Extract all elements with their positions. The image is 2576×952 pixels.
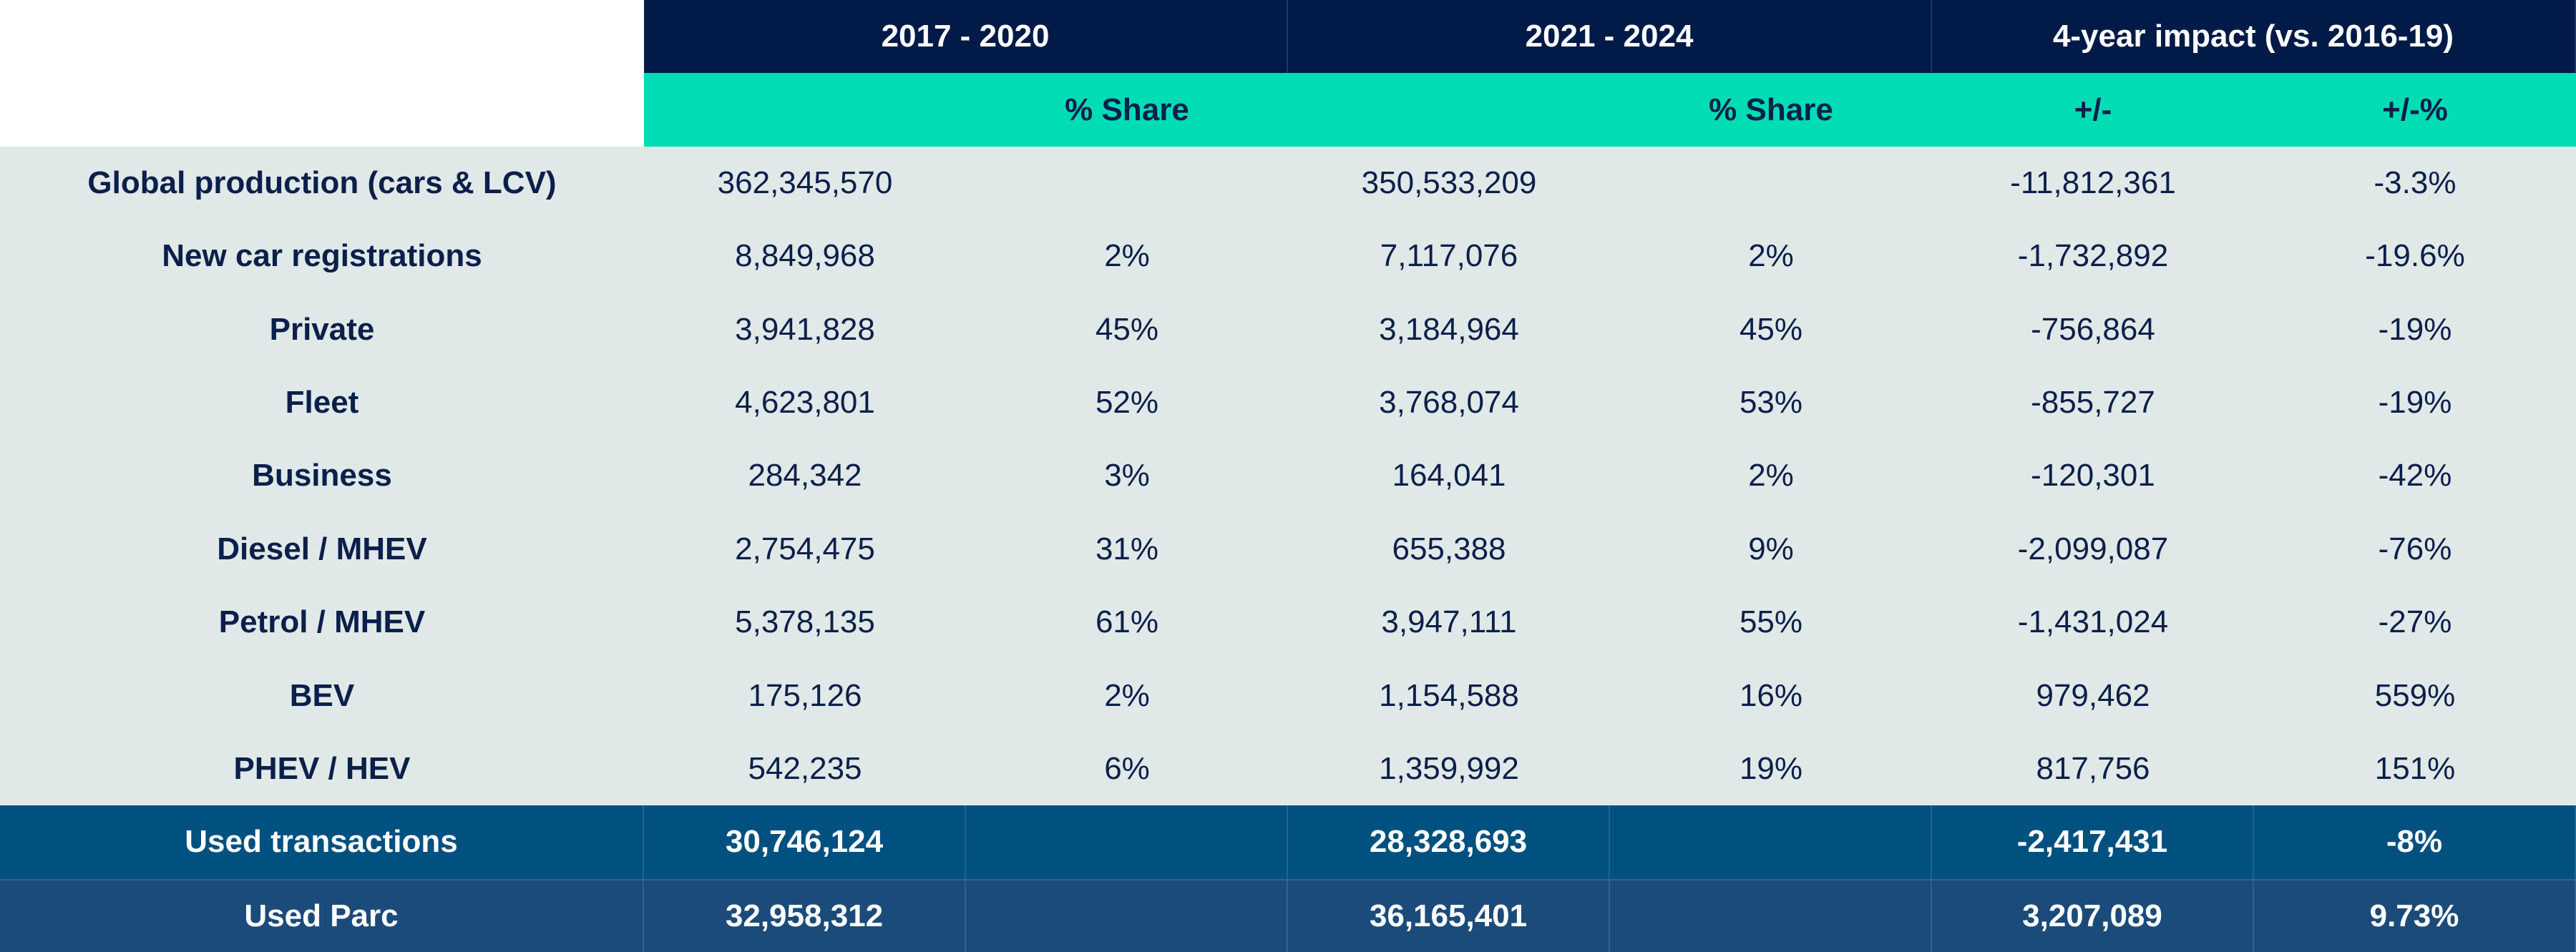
subheader [1288, 73, 1610, 147]
header-group: 2021 - 2024 [1288, 0, 1932, 74]
cell: -27% [2254, 586, 2576, 659]
cell: 559% [2254, 659, 2576, 732]
row-label: Private [0, 293, 644, 366]
cell [1610, 805, 1932, 879]
cell: 2% [1610, 220, 1932, 293]
cell: -19% [2254, 365, 2576, 440]
cell: -3.3% [2254, 146, 2576, 220]
cell: 30,746,124 [644, 805, 966, 879]
cell: 2% [966, 659, 1288, 732]
cell: -1,732,892 [1932, 220, 2254, 293]
cell: 9.73% [2254, 878, 2576, 952]
cell: 284,342 [644, 439, 966, 513]
cell: 7,117,076 [1288, 220, 1610, 293]
corner [0, 0, 644, 147]
cell: 31% [966, 512, 1288, 586]
cell: 3,184,964 [1288, 293, 1610, 366]
cell: 3,947,111 [1288, 586, 1610, 659]
row-label: Global production (cars & LCV) [0, 146, 644, 220]
row-label: BEV [0, 659, 644, 732]
cell: 36,165,401 [1288, 878, 1610, 952]
cell: 45% [966, 293, 1288, 366]
cell: 2% [1610, 439, 1932, 513]
cell: 6% [966, 732, 1288, 806]
cell: -2,099,087 [1932, 512, 2254, 586]
cell: 175,126 [644, 659, 966, 732]
cell: 164,041 [1288, 439, 1610, 513]
row-label: Petrol / MHEV [0, 586, 644, 659]
subheader: +/- [1932, 73, 2254, 147]
row-label: PHEV / HEV [0, 732, 644, 806]
cell [966, 878, 1288, 952]
cell: -42% [2254, 439, 2576, 513]
cell: 362,345,570 [644, 146, 966, 220]
subheader: +/-% [2254, 73, 2576, 147]
cell: 4,623,801 [644, 365, 966, 440]
cell: 350,533,209 [1288, 146, 1610, 220]
cell: 55% [1610, 586, 1932, 659]
cell: 32,958,312 [644, 878, 966, 952]
cell: 1,359,992 [1288, 732, 1610, 806]
cell: 5,378,135 [644, 586, 966, 659]
row-label: Used Parc [0, 878, 644, 952]
cell: 655,388 [1288, 512, 1610, 586]
cell: -2,417,431 [1932, 805, 2254, 879]
cell: 16% [1610, 659, 1932, 732]
cell: 52% [966, 365, 1288, 440]
row-label: Business [0, 439, 644, 513]
row-label: New car registrations [0, 220, 644, 293]
cell: 979,462 [1932, 659, 2254, 732]
cell: 2% [966, 220, 1288, 293]
cell: 9% [1610, 512, 1932, 586]
cell: 28,328,693 [1288, 805, 1610, 879]
cell: -855,727 [1932, 365, 2254, 440]
cell: -19.6% [2254, 220, 2576, 293]
subheader: % Share [966, 73, 1288, 147]
row-label: Used transactions [0, 805, 644, 879]
cell: 542,235 [644, 732, 966, 806]
header-group: 4-year impact (vs. 2016-19) [1932, 0, 2576, 74]
row-label: Fleet [0, 365, 644, 440]
cell: 8,849,968 [644, 220, 966, 293]
cell: -756,864 [1932, 293, 2254, 366]
cell: 61% [966, 586, 1288, 659]
cell: 3% [966, 439, 1288, 513]
cell: 1,154,588 [1288, 659, 1610, 732]
cell: 2,754,475 [644, 512, 966, 586]
cell: 817,756 [1932, 732, 2254, 806]
cell [966, 805, 1288, 879]
cell: 3,941,828 [644, 293, 966, 366]
cell [1610, 878, 1932, 952]
cell: 45% [1610, 293, 1932, 366]
cell: 3,207,089 [1932, 878, 2254, 952]
cell: 151% [2254, 732, 2576, 806]
cell: -8% [2254, 805, 2576, 879]
header-group: 2017 - 2020 [644, 0, 1288, 74]
cell [1610, 146, 1932, 220]
cell: -1,431,024 [1932, 586, 2254, 659]
subheader: % Share [1610, 73, 1932, 147]
cell: -120,301 [1932, 439, 2254, 513]
cell: 19% [1610, 732, 1932, 806]
cell [966, 146, 1288, 220]
cell: -76% [2254, 512, 2576, 586]
subheader [644, 73, 966, 147]
cell: 3,768,074 [1288, 365, 1610, 440]
cell: -11,812,361 [1932, 146, 2254, 220]
cell: 53% [1610, 365, 1932, 440]
row-label: Diesel / MHEV [0, 512, 644, 586]
cell: -19% [2254, 293, 2576, 366]
